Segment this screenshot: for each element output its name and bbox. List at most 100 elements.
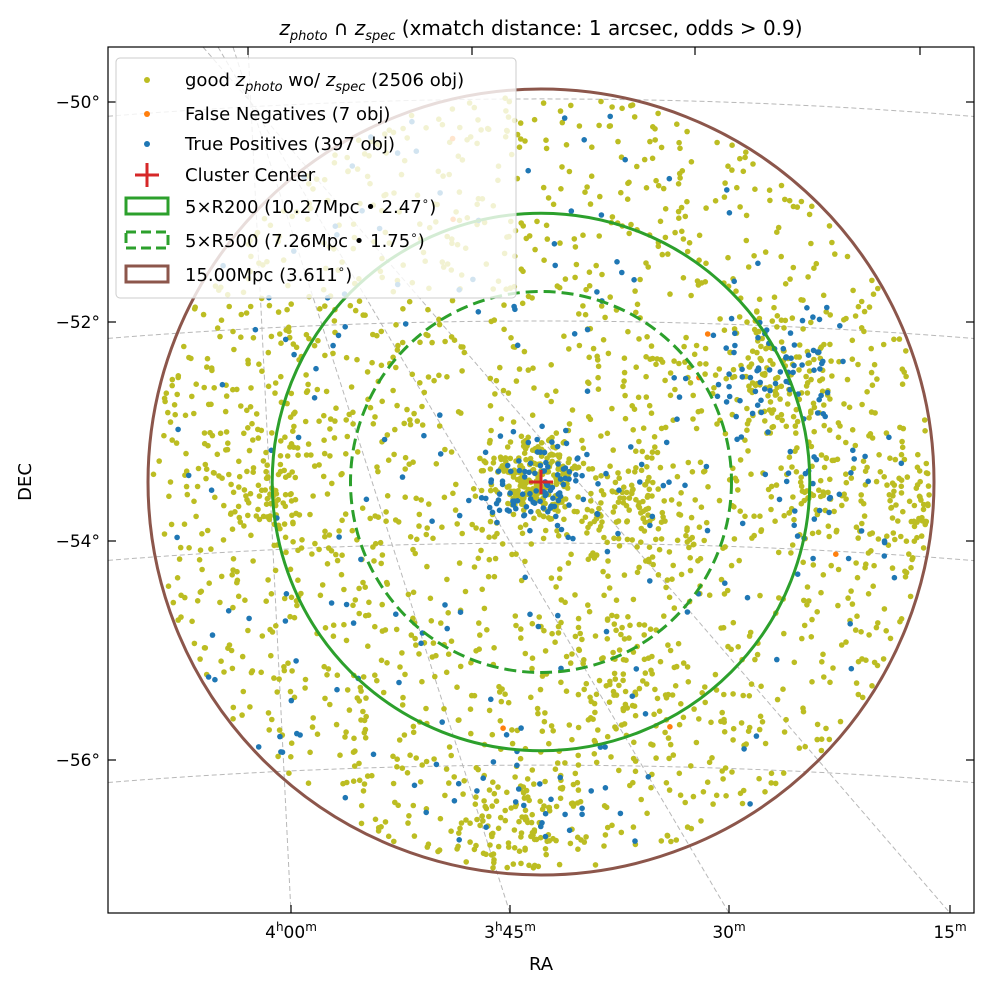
- true-positive-point: [534, 436, 540, 443]
- true-positive-point: [777, 369, 784, 375]
- true-positive-point: [551, 241, 558, 247]
- true-positive-point: [558, 526, 565, 533]
- true-positive-point: [313, 365, 319, 372]
- good-zphoto-point: [776, 595, 782, 601]
- good-zphoto-point: [806, 360, 813, 366]
- true-positive-point: [865, 478, 871, 485]
- good-zphoto-point: [618, 189, 624, 196]
- good-zphoto-point: [843, 439, 849, 446]
- good-zphoto-point: [663, 780, 670, 786]
- true-positive-point: [219, 381, 226, 388]
- good-zphoto-point: [288, 754, 294, 760]
- good-zphoto-point: [322, 303, 328, 309]
- true-positive-point: [508, 468, 514, 475]
- good-zphoto-point: [383, 509, 389, 515]
- good-zphoto-point: [613, 519, 620, 525]
- good-zphoto-point: [277, 461, 284, 468]
- good-zphoto-point: [626, 495, 633, 501]
- good-zphoto-point: [790, 413, 797, 420]
- good-zphoto-point: [290, 428, 296, 435]
- true-positive-point: [783, 478, 790, 485]
- good-zphoto-point: [303, 452, 310, 458]
- good-zphoto-point: [610, 688, 617, 695]
- good-zphoto-point: [405, 591, 412, 598]
- good-zphoto-point: [643, 354, 649, 360]
- good-zphoto-point: [836, 358, 842, 365]
- good-zphoto-point: [328, 548, 335, 554]
- good-zphoto-point: [596, 527, 602, 533]
- good-zphoto-point: [510, 419, 517, 425]
- good-zphoto-point: [424, 563, 430, 570]
- good-zphoto-point: [191, 410, 197, 417]
- good-zphoto-point: [372, 623, 378, 630]
- good-zphoto-point: [288, 441, 295, 447]
- good-zphoto-point: [718, 625, 724, 631]
- good-zphoto-point: [585, 602, 591, 608]
- good-zphoto-point: [719, 709, 725, 716]
- true-positive-point: [523, 504, 530, 510]
- good-zphoto-point: [247, 303, 254, 310]
- good-zphoto-point: [288, 594, 295, 601]
- true-positive-point: [726, 371, 732, 377]
- good-zphoto-point: [731, 536, 738, 542]
- good-zphoto-point: [746, 364, 753, 370]
- good-zphoto-point: [371, 558, 377, 564]
- good-zphoto-point: [859, 401, 865, 408]
- good-zphoto-point: [575, 691, 582, 698]
- good-zphoto-point: [843, 471, 849, 478]
- good-zphoto-point: [652, 686, 658, 693]
- true-positive-point: [328, 600, 335, 606]
- good-zphoto-point: [798, 474, 804, 481]
- good-zphoto-point: [820, 572, 827, 578]
- good-zphoto-point: [169, 382, 175, 389]
- good-zphoto-point: [458, 820, 465, 826]
- good-zphoto-point: [659, 509, 666, 516]
- good-zphoto-point: [609, 104, 615, 110]
- good-zphoto-point: [454, 521, 461, 527]
- good-zphoto-point: [347, 302, 354, 309]
- good-zphoto-point: [757, 592, 763, 599]
- good-zphoto-point: [855, 658, 862, 665]
- true-positive-point: [881, 539, 888, 546]
- dec-grid-line: [108, 542, 974, 562]
- good-zphoto-point: [235, 503, 242, 510]
- good-zphoto-point: [691, 706, 697, 712]
- good-zphoto-point: [245, 627, 251, 634]
- good-zphoto-point: [772, 375, 779, 382]
- good-zphoto-point: [543, 222, 550, 229]
- good-zphoto-point: [704, 779, 711, 785]
- good-zphoto-point: [241, 430, 247, 437]
- good-zphoto-point: [752, 656, 758, 663]
- true-positive-point: [836, 491, 843, 498]
- good-zphoto-point: [479, 586, 486, 593]
- good-zphoto-point: [393, 626, 400, 633]
- good-zphoto-point: [803, 373, 809, 380]
- legend-marker-false-negatives: [144, 111, 150, 117]
- good-zphoto-point: [900, 508, 906, 515]
- true-positive-point: [805, 352, 812, 359]
- x-tick-label: 3h45m: [484, 920, 536, 943]
- good-zphoto-point: [317, 592, 324, 599]
- good-zphoto-point: [369, 359, 375, 366]
- good-zphoto-point: [749, 348, 756, 355]
- good-zphoto-point: [595, 374, 601, 381]
- good-zphoto-point: [418, 497, 425, 503]
- true-positive-point: [787, 330, 794, 336]
- good-zphoto-point: [459, 530, 466, 537]
- good-zphoto-point: [502, 691, 508, 697]
- good-zphoto-point: [266, 302, 273, 309]
- good-zphoto-point: [384, 493, 391, 499]
- true-positive-point: [542, 810, 549, 817]
- good-zphoto-point: [792, 448, 798, 455]
- true-positive-point: [555, 612, 561, 619]
- true-positive-point: [336, 534, 342, 540]
- good-zphoto-point: [565, 560, 572, 566]
- radius-circle: [349, 290, 733, 674]
- y-tick-label: −56°: [56, 751, 100, 771]
- good-zphoto-point: [809, 679, 815, 685]
- good-zphoto-point: [267, 626, 273, 633]
- good-zphoto-point: [868, 369, 875, 376]
- true-positive-point: [246, 615, 252, 622]
- good-zphoto-point: [399, 339, 406, 346]
- good-zphoto-point: [526, 862, 532, 869]
